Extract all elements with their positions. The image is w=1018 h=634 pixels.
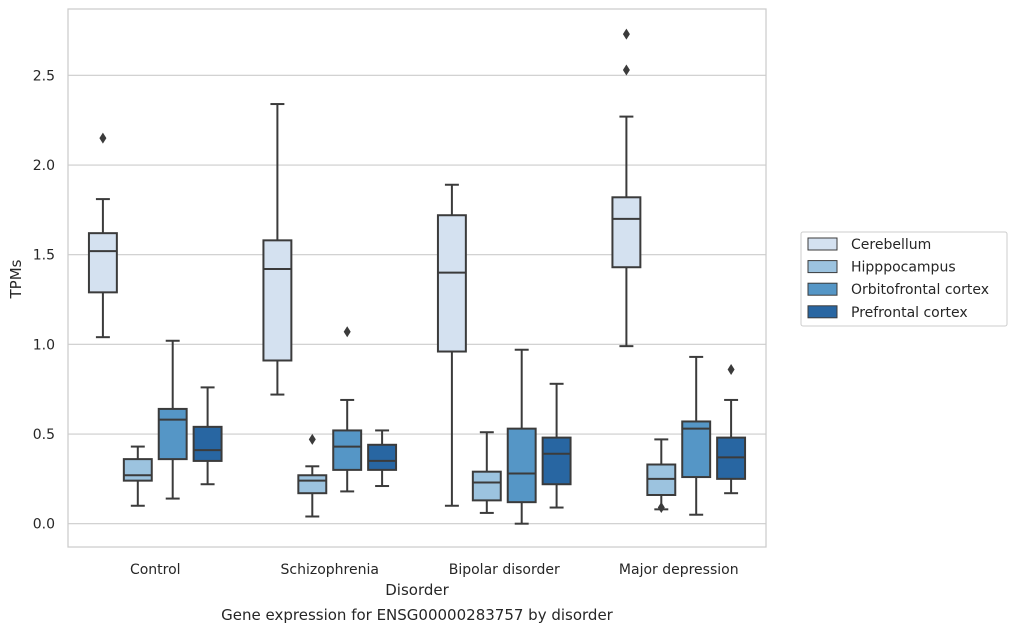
box-iqr	[262, 239, 293, 362]
box-iqr	[541, 436, 572, 486]
box-group	[367, 429, 398, 488]
box-group	[471, 431, 502, 514]
legend-entry-label: Orbitofrontal cortex	[851, 282, 989, 298]
box-iqr	[611, 196, 642, 269]
box-group	[506, 348, 537, 525]
box-group	[262, 103, 293, 396]
box-group	[681, 355, 712, 516]
box-iqr	[87, 232, 118, 294]
box-group	[157, 339, 188, 500]
box-group	[611, 28, 642, 348]
y-tick-label: 1.0	[33, 337, 55, 353]
legend-swatch	[807, 260, 838, 274]
box-group	[541, 382, 572, 509]
outlier-point	[308, 433, 316, 445]
box-iqr	[122, 458, 153, 482]
y-tick-label: 2.0	[33, 158, 55, 174]
y-tick-label: 2.5	[33, 68, 55, 84]
box-group	[646, 438, 677, 514]
outlier-point	[99, 132, 107, 144]
legend-frame	[800, 231, 1008, 327]
box-group	[87, 132, 118, 339]
box-group	[297, 433, 328, 518]
y-tick-label: 0.0	[33, 517, 55, 533]
box-iqr	[367, 443, 398, 471]
legend-entry-label: Prefrontal cortex	[851, 305, 968, 321]
box-iqr	[297, 474, 328, 495]
legend: Cerebellum Hipppocampus Orbitofrontal cort…	[800, 231, 1008, 327]
outlier-point	[622, 64, 630, 76]
y-tick-label: 1.5	[33, 248, 55, 264]
axis-ticks: 0.0 0.5 1.0 1.5 2.0 2.5 Control Schizophrenia Bi…	[33, 68, 739, 578]
legend-swatch	[807, 237, 838, 251]
outlier-point	[727, 363, 735, 375]
box-iqr	[157, 407, 188, 461]
x-tick-label: Control	[130, 562, 181, 578]
box-groups	[87, 28, 747, 525]
legend-entry-label: Hipppocampus	[851, 260, 956, 276]
y-axis-label: TPMs	[7, 259, 25, 299]
x-axis-label: Disorder	[385, 581, 449, 599]
x-tick-label: Bipolar disorder	[449, 562, 560, 578]
box-iqr	[436, 214, 467, 353]
y-tick-label: 0.5	[33, 427, 55, 443]
x-tick-label: Schizophrenia	[281, 562, 379, 578]
outlier-point	[657, 502, 665, 514]
box-group	[122, 445, 153, 507]
box-iqr	[681, 420, 712, 479]
legend-swatch	[807, 305, 838, 319]
box-group	[436, 183, 467, 507]
figure-caption: Gene expression for ENSG00000283757 by d…	[221, 606, 613, 624]
box-group	[332, 326, 363, 493]
legend-swatch	[807, 282, 838, 296]
legend-entry-label: Cerebellum	[851, 237, 931, 253]
box-group	[716, 363, 747, 495]
box-iqr	[471, 470, 502, 502]
box-group	[192, 386, 223, 486]
outlier-point	[622, 28, 630, 40]
outlier-point	[343, 326, 351, 338]
box-iqr	[332, 429, 363, 471]
x-tick-label: Major depression	[619, 562, 739, 578]
box-iqr	[192, 425, 223, 462]
box-iqr	[506, 427, 537, 504]
plot-frame	[67, 8, 767, 548]
